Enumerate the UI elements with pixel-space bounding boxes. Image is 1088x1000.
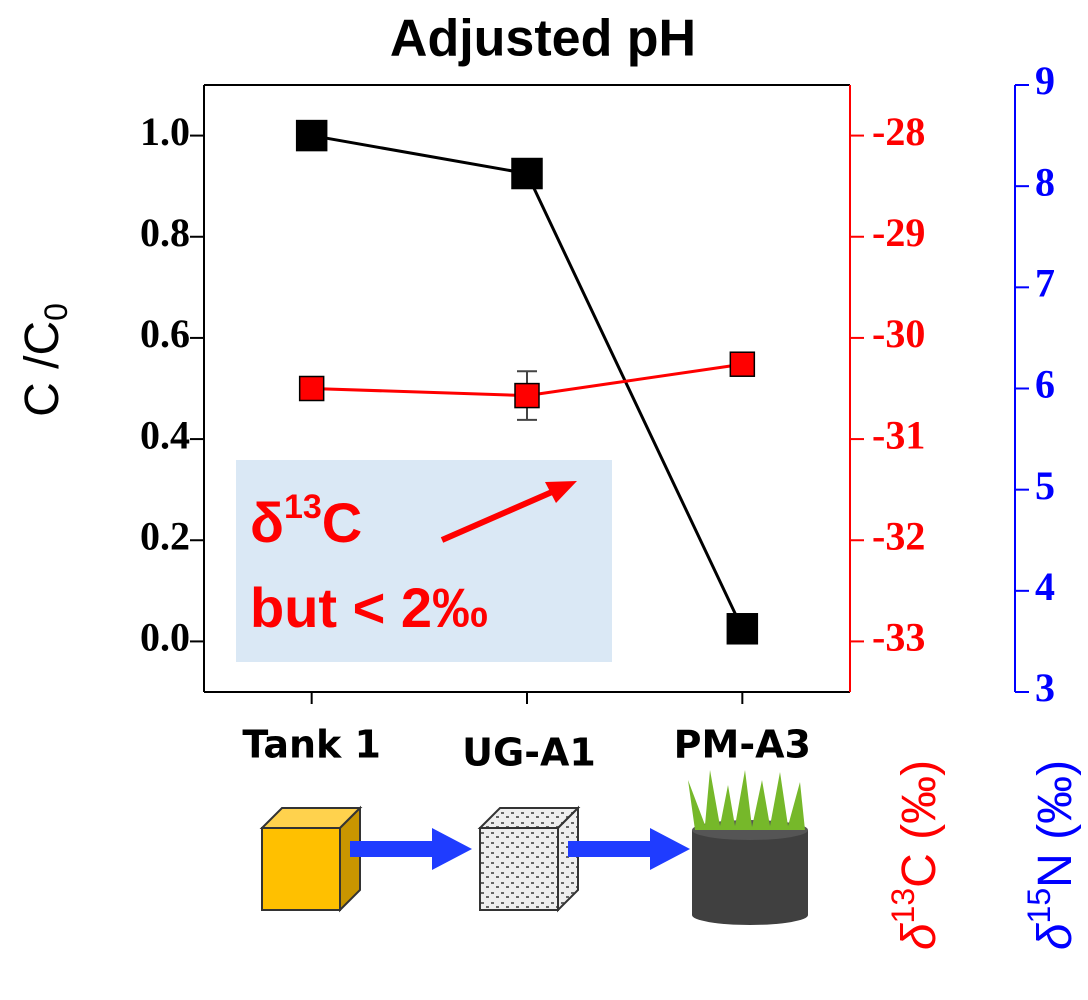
data-point: [297, 121, 327, 151]
y-tick-label: 0.6: [140, 311, 190, 356]
axis-label-sup: 13: [885, 888, 921, 924]
y3-tick-label: 8: [1035, 159, 1055, 204]
y3-tick-label: 5: [1035, 463, 1055, 508]
annotation-delta: δ: [250, 491, 284, 554]
x-tick-label: Tank 1: [242, 723, 381, 767]
data-point: [730, 352, 754, 376]
y3-tick-label: 3: [1035, 665, 1055, 710]
data-point: [515, 384, 539, 408]
y-tick-label: 1.0: [140, 109, 190, 154]
y2-tick-label: -30: [872, 311, 925, 356]
axis-label-sub: 0: [38, 303, 74, 321]
process-icons: [262, 770, 808, 925]
y2-tick-label: -29: [872, 210, 925, 255]
y2-tick-label: -31: [872, 412, 925, 457]
y-tick-label: 0.2: [140, 513, 190, 558]
axis-label: δ13C (‰): [885, 760, 945, 950]
y2-tick-label: -33: [872, 615, 925, 660]
axis-label-delta: δ: [893, 922, 946, 950]
axis-label-main: C /C: [16, 321, 69, 417]
annotation-text: but < 2‰: [250, 576, 488, 639]
annotation-sup: 13: [284, 488, 322, 526]
data-point: [300, 377, 324, 401]
axis-label-rest: C (‰): [893, 760, 946, 888]
y2-tick-label: -28: [872, 109, 925, 154]
x-tick-label: PM-A3: [674, 723, 811, 767]
y3-tick-label: 6: [1035, 362, 1055, 407]
y-tick-label: 0.0: [140, 615, 190, 660]
y3-tick-label: 9: [1035, 58, 1055, 103]
y3-tick-label: 4: [1035, 564, 1055, 609]
axis-label-delta: δ: [1029, 922, 1082, 950]
y-tick-label: 0.8: [140, 210, 190, 255]
x-tick-label: UG-A1: [462, 731, 596, 775]
axis-label-sup: 15: [1021, 888, 1057, 924]
y3-tick-label: 7: [1035, 261, 1055, 306]
axis-label: C /C0: [16, 303, 75, 417]
axis-label: δ15N (‰): [1021, 760, 1081, 950]
chart-title: Adjusted pH: [390, 10, 696, 68]
y-tick-label: 0.4: [140, 412, 190, 457]
chart: Adjusted pH δ13C but < 2‰ 0.00.20.40.60.…: [0, 0, 1088, 995]
y2-tick-label: -32: [872, 513, 925, 558]
axis-label-rest: N (‰): [1029, 760, 1082, 888]
data-point: [512, 159, 542, 189]
data-point: [727, 614, 757, 644]
annotation-rest: C: [322, 491, 362, 554]
